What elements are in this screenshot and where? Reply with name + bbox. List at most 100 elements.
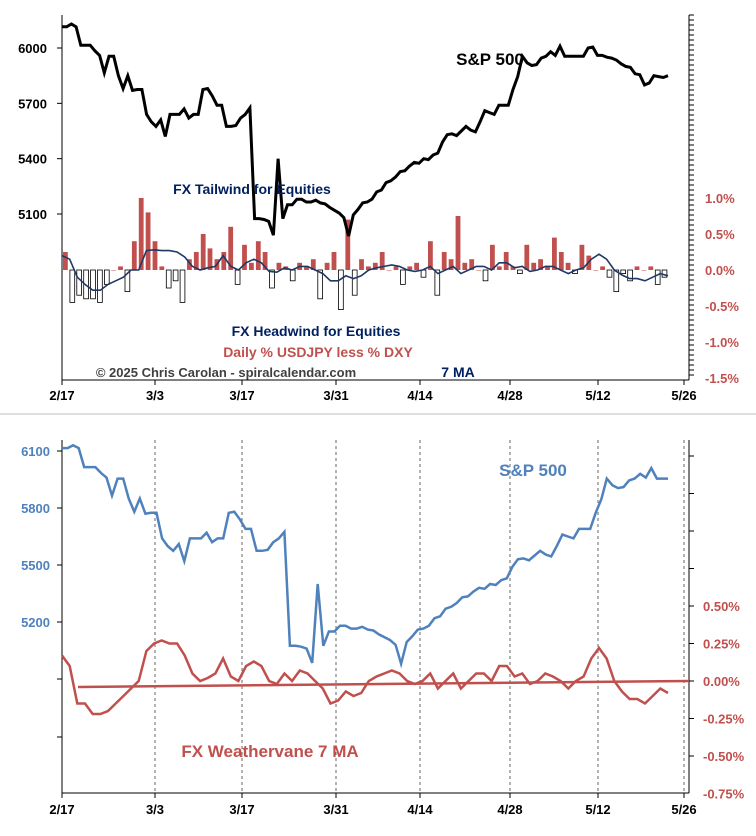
- bottom-x-tick-0: 2/17: [49, 802, 74, 817]
- top-bar-50: [407, 266, 413, 270]
- top-x-tick-7: 5/26: [671, 388, 696, 403]
- top-right-tick-5: -1.5%: [705, 371, 739, 386]
- bottom-right-tick-2: 0.00%: [703, 674, 740, 689]
- bottom-spx-label: S&P 500: [499, 461, 567, 480]
- top-x-tick-0: 2/17: [49, 388, 74, 403]
- top-bar-62: [490, 244, 495, 270]
- top-spx-line: [62, 22, 669, 237]
- bottom-left-tick-1: 5800: [21, 501, 50, 516]
- bottom-x-tick-2: 3/17: [229, 802, 254, 817]
- top-left-tick-labels: 6000 5700 5400 5100: [18, 41, 62, 222]
- top-x-tick-4: 4/14: [407, 388, 433, 403]
- top-bar-66: [517, 269, 523, 274]
- top-bar-23: [221, 252, 227, 270]
- top-bar-75: [579, 244, 585, 270]
- bottom-chart: 6100 5800 5500 5200 0.50% 0.25% 0.00% -0.25% -0…: [21, 440, 745, 817]
- headwind-label: FX Headwind for Equities: [232, 323, 401, 339]
- top-x-tick-labels: 2/17 3/3 3/17 3/31 4/14 4/28 5/12 5/26: [49, 380, 697, 403]
- bottom-left-tick-labels: 6100 5800 5500 5200: [21, 444, 62, 738]
- top-x-tick-5: 4/28: [497, 388, 522, 403]
- top-bar-67: [524, 244, 530, 270]
- bottom-weathervane-line: [60, 639, 669, 716]
- top-bar-13: [152, 241, 158, 270]
- top-bar-12: [145, 212, 151, 270]
- top-bar-86: [654, 269, 661, 285]
- top-bar-42: [351, 269, 358, 296]
- top-bar-59: [469, 259, 475, 270]
- top-bar-1: [69, 269, 76, 303]
- bottom-right-tick-labels: 0.50% 0.25% 0.00% -0.25% -0.50% -0.75%: [689, 455, 745, 802]
- bottom-spx-line: [62, 443, 668, 669]
- top-bar-61: [482, 269, 489, 282]
- top-bar-37: [317, 269, 323, 300]
- top-right-tick-0: 1.0%: [705, 191, 735, 206]
- bottom-x-tick-6: 5/12: [585, 802, 610, 817]
- top-bar-19: [193, 252, 199, 270]
- top-bar-14: [159, 266, 165, 270]
- top-chart: 6000 5700 5400 5100 1.0% 0.5% 0.0% -0.5% -1.0% -…: [18, 14, 739, 403]
- top-bar-69: [538, 259, 543, 270]
- top-right-tick-1: 0.5%: [705, 227, 735, 242]
- top-left-tick-1: 5700: [18, 96, 47, 111]
- top-bar-2: [76, 269, 83, 296]
- top-bar-26: [242, 244, 247, 270]
- top-bar-6: [104, 269, 110, 285]
- tailwind-label: FX Tailwind for Equities: [173, 181, 331, 197]
- top-bar-53: [428, 241, 433, 270]
- top-bar-10: [131, 241, 137, 270]
- bottom-right-tick-0: 0.50%: [703, 599, 740, 614]
- bottom-right-tick-1: 0.25%: [703, 637, 740, 652]
- top-bar-9: [124, 269, 131, 293]
- top-left-tick-0: 6000: [18, 41, 47, 56]
- top-bar-25: [234, 269, 241, 285]
- top-left-tick-2: 5400: [18, 152, 47, 167]
- top-bar-49: [400, 269, 406, 285]
- top-bar-33: [289, 269, 296, 282]
- top-bar-27: [249, 262, 254, 270]
- top-bar-84: [641, 270, 647, 271]
- top-bar-0: [63, 252, 68, 270]
- top-bar-29: [262, 252, 268, 270]
- top-bar-83: [634, 266, 640, 270]
- ma-label: 7 MA: [441, 364, 474, 380]
- top-bar-4: [90, 269, 96, 300]
- top-bar-51: [414, 262, 419, 270]
- bottom-right-tick-5: -0.75%: [703, 787, 745, 802]
- top-right-tick-4: -1.0%: [705, 335, 739, 350]
- top-x-tick-3: 3/31: [323, 388, 348, 403]
- top-bar-81: [620, 269, 626, 274]
- bottom-x-tick-4: 4/14: [407, 802, 433, 817]
- bottom-right-tick-4: -0.50%: [703, 749, 745, 764]
- top-bars: [63, 198, 668, 310]
- top-bar-31: [276, 262, 282, 270]
- top-bar-73: [565, 262, 571, 270]
- top-right-tick-2: 0.0%: [705, 263, 735, 278]
- top-bar-54: [434, 269, 441, 296]
- top-bar-35: [304, 266, 309, 270]
- weathervane-label: FX Weathervane 7 MA: [181, 742, 358, 761]
- top-bar-72: [558, 252, 564, 270]
- top-bar-55: [441, 252, 447, 270]
- top-bar-64: [503, 252, 509, 270]
- top-left-tick-3: 5100: [18, 207, 47, 222]
- top-bar-30: [269, 269, 275, 289]
- bottom-trend-line: [77, 679, 690, 689]
- top-bar-38: [324, 262, 330, 270]
- top-bar-8: [118, 266, 123, 270]
- top-bar-21: [207, 248, 213, 270]
- top-bar-17: [179, 269, 186, 303]
- top-spx-label: S&P 500: [456, 50, 524, 69]
- top-bar-44: [366, 266, 371, 270]
- top-bar-20: [200, 234, 206, 270]
- top-bar-18: [187, 259, 192, 270]
- top-bar-45: [372, 262, 378, 270]
- bottom-left-tick-0: 6100: [21, 444, 50, 459]
- top-bar-46: [379, 252, 385, 270]
- top-bar-41: [345, 219, 351, 270]
- top-right-tick-labels: 1.0% 0.5% 0.0% -0.5% -1.0% -1.5%: [689, 14, 739, 386]
- top-x-tick-1: 3/3: [146, 388, 164, 403]
- top-bar-70: [545, 266, 550, 270]
- top-right-tick-3: -0.5%: [705, 299, 739, 314]
- top-bar-40: [338, 269, 344, 310]
- top-bar-48: [393, 266, 399, 270]
